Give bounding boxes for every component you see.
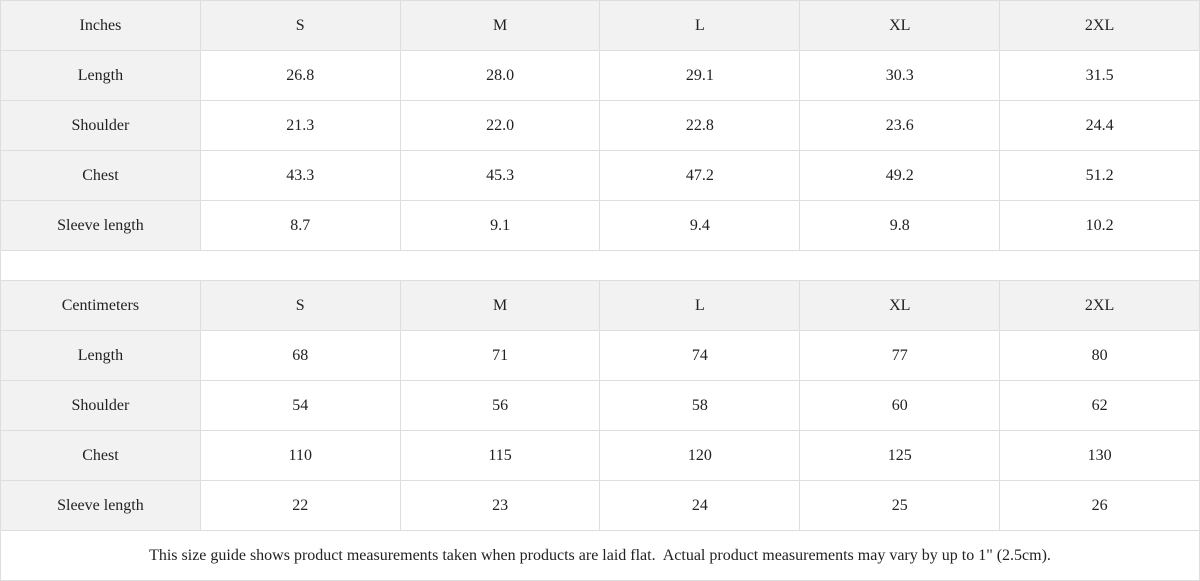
measurement-cell: 60 (799, 380, 1001, 431)
measurement-cell: 54 (199, 380, 401, 431)
row-label: Shoulder (0, 380, 201, 431)
row-label: Chest (0, 430, 201, 481)
measurement-cell: 74 (599, 330, 801, 381)
size-header: M (399, 280, 601, 331)
measurement-cell: 80 (999, 330, 1200, 381)
measurement-cell: 31.5 (999, 50, 1200, 101)
measurement-cell: 62 (999, 380, 1200, 431)
row-label: Length (0, 330, 201, 381)
measurement-cell: 68 (199, 330, 401, 381)
table-row: Sleeve length 8.7 9.1 9.4 9.8 10.2 (0, 200, 1200, 251)
measurement-cell: 71 (399, 330, 601, 381)
measurement-cell: 26.8 (199, 50, 401, 101)
measurement-cell: 51.2 (999, 150, 1200, 201)
measurement-cell: 56 (399, 380, 601, 431)
measurement-cell: 22.8 (599, 100, 801, 151)
measurement-cell: 22.0 (399, 100, 601, 151)
row-label: Length (0, 50, 201, 101)
table-row: Chest 110 115 120 125 130 (0, 430, 1200, 481)
size-guide-note: This size guide shows product measuremen… (0, 530, 1200, 581)
measurement-cell: 23.6 (799, 100, 1001, 151)
measurement-cell: 77 (799, 330, 1001, 381)
measurement-cell: 24 (599, 480, 801, 531)
unit-header: Inches (0, 0, 201, 51)
size-header: L (599, 0, 801, 51)
measurement-cell: 49.2 (799, 150, 1001, 201)
table-row: Shoulder 54 56 58 60 62 (0, 380, 1200, 431)
measurement-cell: 130 (999, 430, 1200, 481)
measurement-cell: 110 (199, 430, 401, 481)
measurement-cell: 23 (399, 480, 601, 531)
table-spacer (0, 250, 1200, 281)
size-header: S (199, 280, 401, 331)
measurement-cell: 45.3 (399, 150, 601, 201)
measurement-cell: 115 (399, 430, 601, 481)
row-label: Shoulder (0, 100, 201, 151)
table-row: Shoulder 21.3 22.0 22.8 23.6 24.4 (0, 100, 1200, 151)
unit-header: Centimeters (0, 280, 201, 331)
measurement-cell: 30.3 (799, 50, 1001, 101)
measurement-cell: 43.3 (199, 150, 401, 201)
measurement-cell: 47.2 (599, 150, 801, 201)
table-row: Length 68 71 74 77 80 (0, 330, 1200, 381)
measurement-cell: 58 (599, 380, 801, 431)
table-row: Chest 43.3 45.3 47.2 49.2 51.2 (0, 150, 1200, 201)
row-label: Sleeve length (0, 200, 201, 251)
measurement-cell: 125 (799, 430, 1001, 481)
size-header: L (599, 280, 801, 331)
header-row: Centimeters S M L XL 2XL (0, 280, 1200, 331)
measurement-cell: 22 (199, 480, 401, 531)
size-header: 2XL (999, 280, 1200, 331)
measurement-cell: 9.1 (399, 200, 601, 251)
note-row: This size guide shows product measuremen… (0, 530, 1200, 581)
measurement-cell: 29.1 (599, 50, 801, 101)
size-header: M (399, 0, 601, 51)
row-label: Chest (0, 150, 201, 201)
table-row: Length 26.8 28.0 29.1 30.3 31.5 (0, 50, 1200, 101)
header-row: Inches S M L XL 2XL (0, 0, 1200, 51)
measurement-cell: 9.8 (799, 200, 1001, 251)
size-header: S (199, 0, 401, 51)
measurement-cell: 25 (799, 480, 1001, 531)
measurement-cell: 24.4 (999, 100, 1200, 151)
measurement-cell: 10.2 (999, 200, 1200, 251)
spacer-cell (0, 250, 1200, 281)
measurement-cell: 21.3 (199, 100, 401, 151)
size-header: XL (799, 0, 1001, 51)
row-label: Sleeve length (0, 480, 201, 531)
measurement-cell: 120 (599, 430, 801, 481)
measurement-cell: 8.7 (199, 200, 401, 251)
size-header: 2XL (999, 0, 1200, 51)
measurement-cell: 26 (999, 480, 1200, 531)
size-header: XL (799, 280, 1001, 331)
measurement-cell: 28.0 (399, 50, 601, 101)
table-row: Sleeve length 22 23 24 25 26 (0, 480, 1200, 531)
measurement-cell: 9.4 (599, 200, 801, 251)
